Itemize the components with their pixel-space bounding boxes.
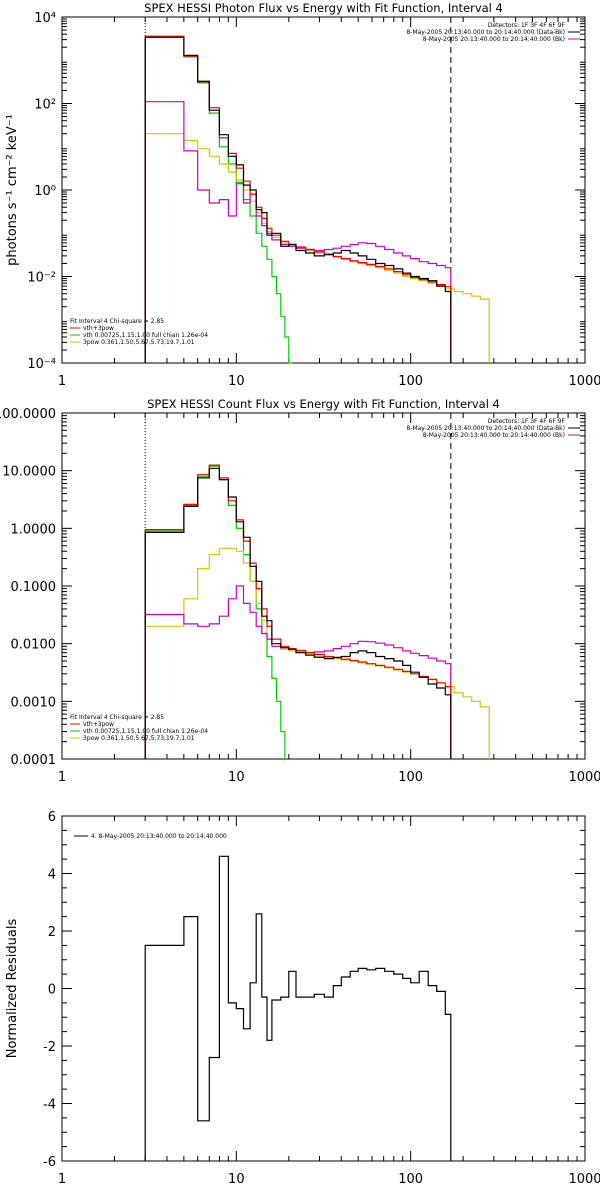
- legend-text: vth+3pow: [83, 325, 114, 332]
- chart-panel-2: 1 10 100 1000 0.0001 0.0010 0.0100 0.1000 1.0000…: [0, 397, 600, 785]
- x-tick-label: 100: [398, 1172, 423, 1187]
- x-tick-label: 1000: [568, 1172, 600, 1187]
- plot-frame: [61, 412, 586, 760]
- y-tick-label: 0.0001: [11, 753, 57, 768]
- series-residuals-line: [144, 855, 452, 1161]
- y-tick-label: 10.0000: [2, 465, 56, 480]
- y-tick-label: 1.0000: [11, 522, 57, 537]
- legend-text: Fit Interval 4 Chi-square = 2.85: [70, 318, 164, 325]
- x-tick-label: 1: [58, 374, 66, 389]
- legend-text: 3pow 0.361,1.50,5.67,5.73,19.7,1.01: [83, 339, 195, 346]
- y-tick-label: 10⁴: [34, 11, 56, 26]
- y-tick-label: 10²: [34, 98, 56, 113]
- x-tick-label: 1000: [568, 770, 600, 785]
- y-tick-label: 2: [48, 925, 56, 940]
- plot-frame: [61, 815, 586, 1162]
- legend-text: Detectors: 1F 3F 4F 6F 9F: [488, 22, 566, 29]
- y-tick-label: 10⁻²: [27, 271, 56, 286]
- legend-text: 8-May-2005 20:13:40.000 to 20:14:40.000 …: [406, 29, 565, 36]
- legend-text: vth 0.00725,1.15,1.00 full chian 1.26e-0…: [83, 728, 208, 735]
- series-vth-3pow-line: [144, 464, 452, 759]
- y-tick-label: 0.1000: [11, 580, 57, 595]
- legend-text: 3pow 0.361,1.50,5.67,5.73,19.7,1.01: [83, 735, 195, 742]
- y-axis-label: Normalized Residuals: [5, 919, 20, 1059]
- chart-title: SPEX HESSI Count Flux vs Energy with Fit…: [147, 397, 500, 411]
- y-tick-label: 4: [48, 868, 56, 883]
- x-tick-label: 1000: [568, 374, 600, 389]
- legend-text: 8-May-2005 20:13:40.000 to 20:14:40.000 …: [423, 432, 565, 439]
- series-data-bk-line: [144, 36, 452, 363]
- y-axis-label: photons s⁻¹ cm⁻² keV⁻¹: [5, 114, 20, 266]
- series-3pow-line: [144, 133, 490, 363]
- chart-panel-3: 1 10 100 1000 -6 -4 -2 0 2 4 6 Normalized Residuals…: [5, 810, 600, 1187]
- x-tick-label: 10: [228, 374, 245, 389]
- x-tick-label: 100: [398, 374, 423, 389]
- chart-panel-1: 1 10 100 1000 10⁻⁴ 10⁻² 10⁰ 10² 10⁴ SPEX HESSI Ph…: [5, 1, 600, 389]
- y-tick-label: 10⁻⁴: [27, 357, 56, 372]
- x-tick-label: 1: [58, 770, 66, 785]
- y-tick-label: -6: [43, 1155, 56, 1170]
- legend-text: 8-May-2005 20:13:40.000 to 20:14:40.000 …: [423, 36, 565, 43]
- legend-text: 8-May-2005 20:13:40.000 to 20:14:40.000 …: [406, 425, 565, 432]
- y-tick-label: 0: [48, 983, 56, 998]
- x-tick-label: 10: [228, 770, 245, 785]
- x-tick-label: 10: [228, 1172, 245, 1187]
- chart-title: SPEX HESSI Photon Flux vs Energy with Fi…: [144, 1, 503, 15]
- legend-text: vth+3pow: [83, 721, 114, 728]
- y-tick-label: -4: [43, 1098, 56, 1113]
- legend-text: Fit Interval 4 Chi-square = 2.85: [70, 714, 164, 721]
- x-tick-label: 1: [58, 1172, 66, 1187]
- y-tick-label: 6: [48, 810, 56, 825]
- x-tick-label: 100: [398, 770, 423, 785]
- series-vth-3pow-line: [144, 35, 452, 363]
- y-tick-label: 100.0000: [0, 407, 56, 422]
- plot-frame: [61, 16, 586, 364]
- y-tick-label: 10⁰: [34, 184, 56, 199]
- legend-text: vth 0.00725,1.15,1.00 full chian 1.26e-0…: [83, 332, 208, 339]
- legend-text: Detectors: 1F 3F 4F 6F 9F: [488, 418, 566, 425]
- legend-text: 4. 8-May-2005 20:13:40.000 to 20:14:40.0…: [91, 833, 227, 840]
- y-tick-label: 0.0010: [11, 695, 57, 710]
- y-tick-label: 0.0100: [11, 638, 57, 653]
- y-tick-label: -2: [43, 1040, 56, 1055]
- series-data-bk-line: [144, 467, 452, 759]
- series-vth-line: [144, 465, 286, 759]
